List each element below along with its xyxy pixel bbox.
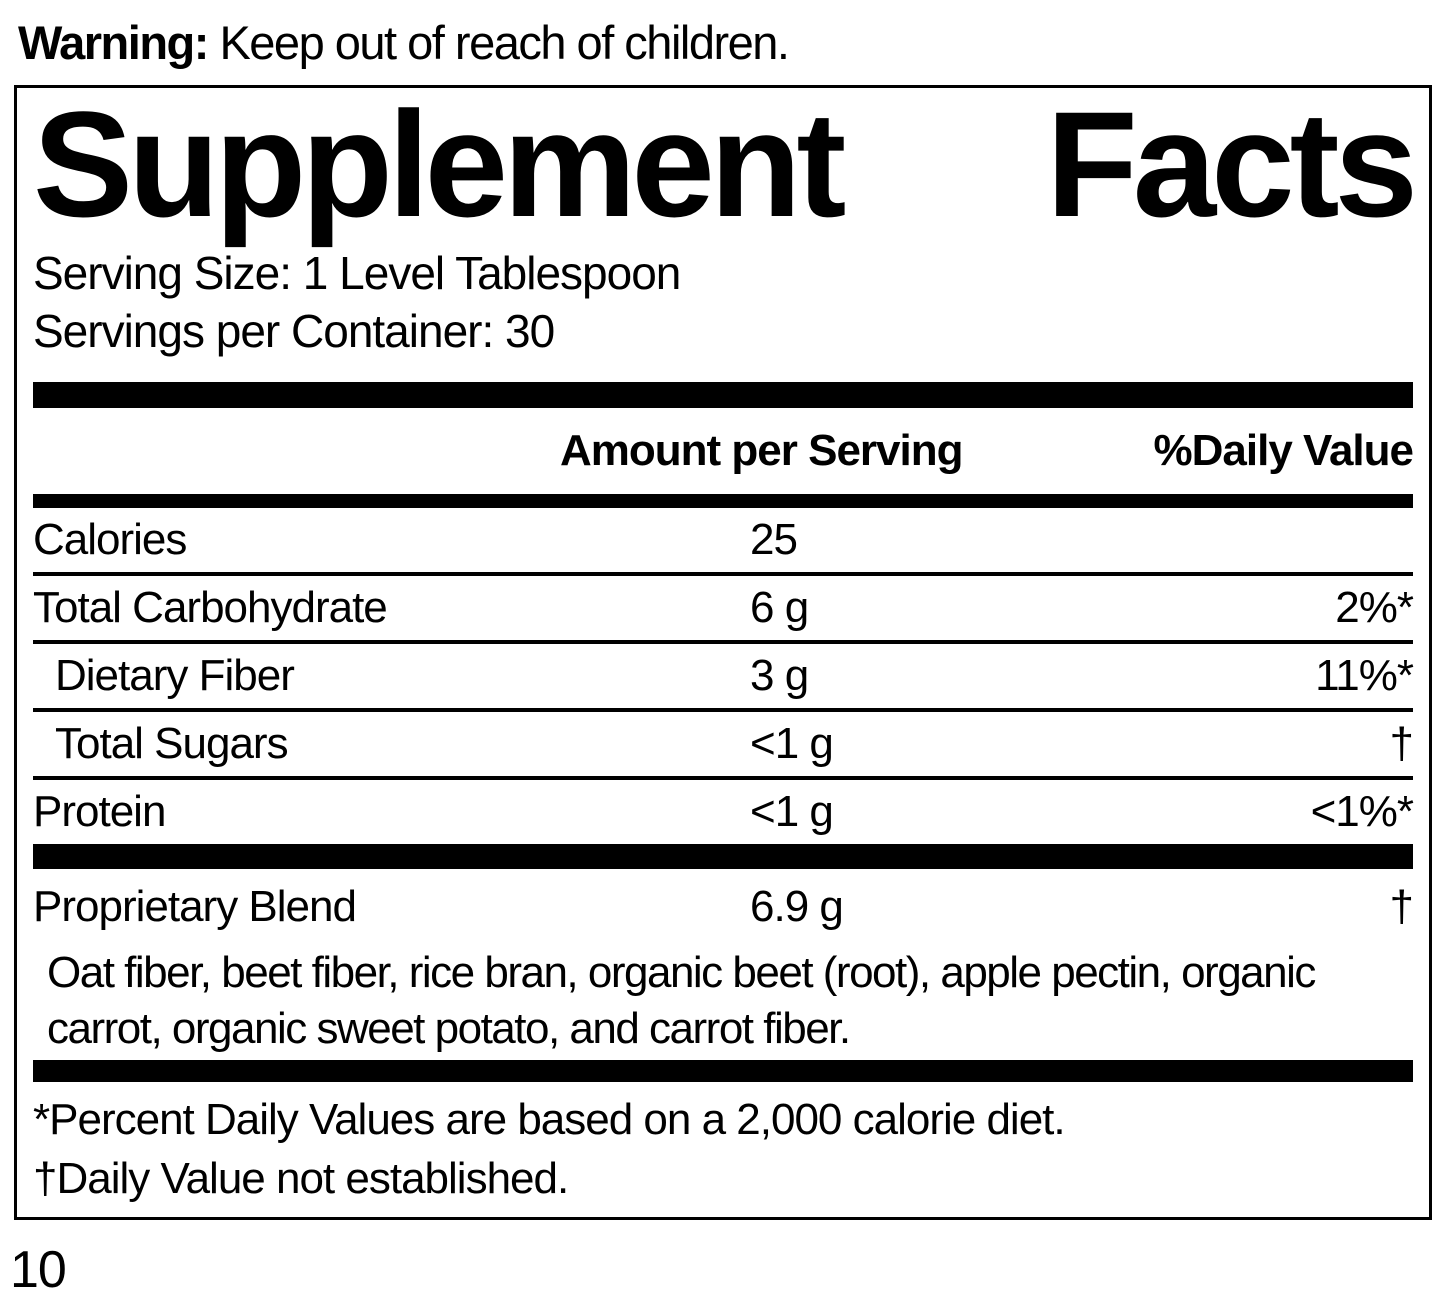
warning-label: Warning: <box>18 16 209 69</box>
panel-title-word-supplement: Supplement <box>33 79 846 248</box>
nutrient-amount: 25 <box>750 515 798 565</box>
serving-size: Serving Size: 1 Level Tablespoon <box>33 247 681 300</box>
thick-divider-footnotes <box>33 1059 1413 1082</box>
nutrient-daily-value: 11%* <box>1315 651 1414 701</box>
table-row-protein: Protein <1 g <1%* <box>33 780 1414 844</box>
page-number: 10 <box>10 1240 67 1299</box>
table-row-total-sugars: Total Sugars <1 g † <box>33 712 1415 781</box>
thick-divider-header <box>33 494 1413 509</box>
table-row-total-carbohydrate: Total Carbohydrate 6 g 2%* <box>33 576 1414 645</box>
blend-amount: 6.9 g <box>750 882 844 932</box>
warning-line: Warning: Keep out of reach of children. <box>18 14 1445 73</box>
nutrient-name: Protein <box>33 787 166 837</box>
nutrient-daily-value: † <box>1389 719 1415 769</box>
nutrient-amount: 6 g <box>750 583 809 633</box>
proprietary-blend-row: Proprietary Blend 6.9 g † <box>33 869 1415 945</box>
nutrient-daily-value: 2%* <box>1335 583 1414 633</box>
footnote-daily-value: *Percent Daily Values are based on a 2,0… <box>33 1094 1066 1144</box>
footnote-dagger: †Daily Value not established. <box>33 1154 569 1204</box>
table-row-dietary-fiber: Dietary Fiber 3 g 11%* <box>33 644 1414 713</box>
nutrient-amount: <1 g <box>750 787 834 837</box>
servings-per-container: Servings per Container: 30 <box>33 305 555 358</box>
nutrient-name: Total Sugars <box>55 719 289 769</box>
column-header-daily-value: %Daily Value <box>1153 426 1414 476</box>
panel-title: Supplement Facts <box>33 79 1418 248</box>
nutrient-daily-value: <1%* <box>1310 787 1414 837</box>
blend-daily-value: † <box>1389 882 1415 932</box>
nutrient-name: Calories <box>33 515 187 565</box>
nutrient-amount: 3 g <box>750 651 809 701</box>
panel-title-word-facts: Facts <box>1046 79 1418 248</box>
column-header-amount: Amount per Serving <box>560 426 963 476</box>
thick-divider-blend <box>33 844 1413 870</box>
nutrient-name: Dietary Fiber <box>55 651 295 701</box>
nutrient-amount: <1 g <box>750 719 834 769</box>
serving-info: Serving Size: 1 Level Tablespoon Serving… <box>33 245 1413 361</box>
blend-name: Proprietary Blend <box>33 882 357 932</box>
thick-divider-top <box>33 382 1413 409</box>
supplement-facts-panel: Supplement Facts Serving Size: 1 Level T… <box>14 79 1432 1220</box>
warning-text: Keep out of reach of children. <box>207 16 790 69</box>
nutrient-name: Total Carbohydrate <box>33 583 388 633</box>
footnotes-block: *Percent Daily Values are based on a 2,0… <box>33 1090 1413 1217</box>
blend-description: Oat fiber, beet fiber, rice bran, organi… <box>47 948 1316 1054</box>
table-row-calories: Calories 25 <box>33 508 1413 577</box>
column-header-row: Amount per Serving %Daily Value <box>33 408 1414 494</box>
